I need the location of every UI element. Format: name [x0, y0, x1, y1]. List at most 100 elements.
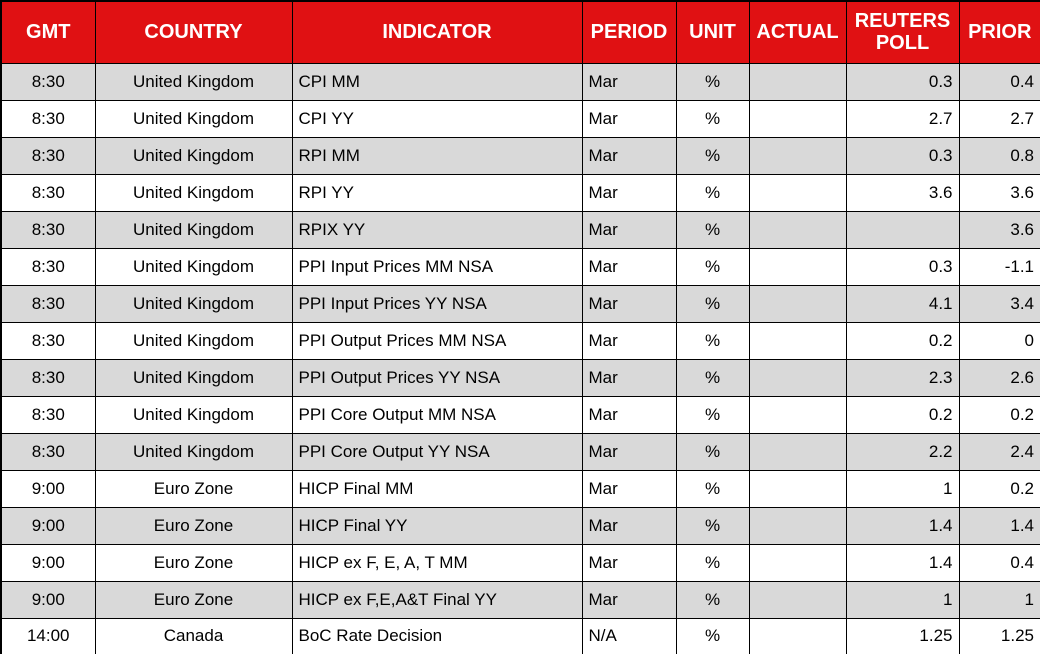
cell-reuters-poll: 1	[845, 580, 960, 619]
table-row: 8:30 United Kingdom PPI Output Prices YY N…	[0, 358, 1040, 397]
cell-reuters-poll: 1.4	[845, 543, 960, 582]
cell-prior: 3.6	[958, 173, 1040, 212]
cell-country: United Kingdom	[94, 358, 293, 397]
cell-reuters-poll: 0.3	[845, 247, 960, 286]
col-header-prior: PRIOR	[958, 0, 1040, 64]
cell-country: United Kingdom	[94, 321, 293, 360]
table-row: 8:30 United Kingdom CPI MM Mar% 0.3 0.4	[0, 62, 1040, 101]
cell-gmt: 9:00	[0, 543, 96, 582]
cell-period: Mar	[581, 173, 677, 212]
cell-country: United Kingdom	[94, 136, 293, 175]
cell-unit: %	[675, 506, 750, 545]
table-row: 8:30 United Kingdom PPI Core Output YY NSA…	[0, 432, 1040, 471]
table-row: 8:30 United Kingdom PPI Input Prices YY NS…	[0, 284, 1040, 323]
cell-prior: 1.25	[958, 617, 1040, 654]
cell-actual	[748, 469, 847, 508]
cell-country: Euro Zone	[94, 543, 293, 582]
cell-gmt: 8:30	[0, 136, 96, 175]
cell-reuters-poll: 0.3	[845, 62, 960, 101]
cell-period: Mar	[581, 136, 677, 175]
cell-country: United Kingdom	[94, 395, 293, 434]
cell-actual	[748, 432, 847, 471]
cell-reuters-poll: 2.7	[845, 99, 960, 138]
cell-indicator: PPI Core Output YY NSA	[291, 432, 583, 471]
col-header-unit: UNIT	[675, 0, 750, 64]
cell-country: United Kingdom	[94, 210, 293, 249]
col-header-reuters-poll: REUTERS POLL	[845, 0, 960, 64]
cell-indicator: HICP ex F,E,A&T Final YY	[291, 580, 583, 619]
cell-country: United Kingdom	[94, 99, 293, 138]
cell-indicator: HICP Final MM	[291, 469, 583, 508]
cell-gmt: 8:30	[0, 62, 96, 101]
cell-unit: %	[675, 469, 750, 508]
cell-period: Mar	[581, 62, 677, 101]
cell-period: Mar	[581, 284, 677, 323]
cell-country: Euro Zone	[94, 469, 293, 508]
cell-unit: %	[675, 321, 750, 360]
cell-actual	[748, 506, 847, 545]
cell-country: Euro Zone	[94, 506, 293, 545]
cell-reuters-poll: 3.6	[845, 173, 960, 212]
cell-unit: %	[675, 99, 750, 138]
cell-reuters-poll: 1.4	[845, 506, 960, 545]
cell-unit: %	[675, 358, 750, 397]
col-header-gmt: GMT	[0, 0, 96, 64]
cell-period: Mar	[581, 321, 677, 360]
cell-indicator: PPI Core Output MM NSA	[291, 395, 583, 434]
table-row: 9:00 Euro Zone HICP Final YY Mar% 1.4 1.4	[0, 506, 1040, 545]
cell-indicator: BoC Rate Decision	[291, 617, 583, 654]
table-row: 9:00 Euro Zone HICP ex F, E, A, T MM Mar% 1.…	[0, 543, 1040, 582]
cell-gmt: 8:30	[0, 99, 96, 138]
col-header-indicator: INDICATOR	[291, 0, 583, 64]
cell-country: United Kingdom	[94, 284, 293, 323]
cell-prior: 0.4	[958, 62, 1040, 101]
cell-gmt: 8:30	[0, 432, 96, 471]
cell-prior: 1.4	[958, 506, 1040, 545]
cell-indicator: PPI Output Prices MM NSA	[291, 321, 583, 360]
cell-gmt: 8:30	[0, 173, 96, 212]
col-header-period: PERIOD	[581, 0, 677, 64]
cell-gmt: 8:30	[0, 321, 96, 360]
table-row: 8:30 United Kingdom PPI Input Prices MM NS…	[0, 247, 1040, 286]
cell-country: United Kingdom	[94, 432, 293, 471]
cell-unit: %	[675, 284, 750, 323]
cell-reuters-poll: 2.3	[845, 358, 960, 397]
cell-prior: 3.4	[958, 284, 1040, 323]
table-row: 8:30 United Kingdom RPI MM Mar% 0.3 0.8	[0, 136, 1040, 175]
cell-unit: %	[675, 580, 750, 619]
cell-prior: -1.1	[958, 247, 1040, 286]
cell-unit: %	[675, 210, 750, 249]
cell-unit: %	[675, 62, 750, 101]
cell-period: Mar	[581, 506, 677, 545]
cell-unit: %	[675, 247, 750, 286]
col-header-country: COUNTRY	[94, 0, 293, 64]
cell-unit: %	[675, 617, 750, 654]
cell-indicator: CPI YY	[291, 99, 583, 138]
cell-gmt: 14:00	[0, 617, 96, 654]
table-body: 8:30 United Kingdom CPI MM Mar% 0.3 0.4 8:30 Un…	[0, 62, 1040, 654]
cell-indicator: RPIX YY	[291, 210, 583, 249]
cell-indicator: RPI MM	[291, 136, 583, 175]
cell-period: Mar	[581, 469, 677, 508]
cell-actual	[748, 543, 847, 582]
cell-prior: 0.2	[958, 395, 1040, 434]
table-row: 8:30 United Kingdom PPI Output Prices MM N…	[0, 321, 1040, 360]
cell-prior: 0.8	[958, 136, 1040, 175]
cell-country: United Kingdom	[94, 173, 293, 212]
cell-actual	[748, 210, 847, 249]
cell-unit: %	[675, 432, 750, 471]
cell-period: N/A	[581, 617, 677, 654]
cell-country: Euro Zone	[94, 580, 293, 619]
cell-prior: 0.2	[958, 469, 1040, 508]
cell-prior: 0	[958, 321, 1040, 360]
cell-gmt: 9:00	[0, 506, 96, 545]
cell-prior: 2.4	[958, 432, 1040, 471]
cell-prior: 2.7	[958, 99, 1040, 138]
cell-indicator: PPI Output Prices YY NSA	[291, 358, 583, 397]
cell-reuters-poll: 0.2	[845, 321, 960, 360]
cell-gmt: 9:00	[0, 580, 96, 619]
cell-indicator: CPI MM	[291, 62, 583, 101]
cell-gmt: 8:30	[0, 358, 96, 397]
cell-period: Mar	[581, 580, 677, 619]
cell-reuters-poll: 4.1	[845, 284, 960, 323]
